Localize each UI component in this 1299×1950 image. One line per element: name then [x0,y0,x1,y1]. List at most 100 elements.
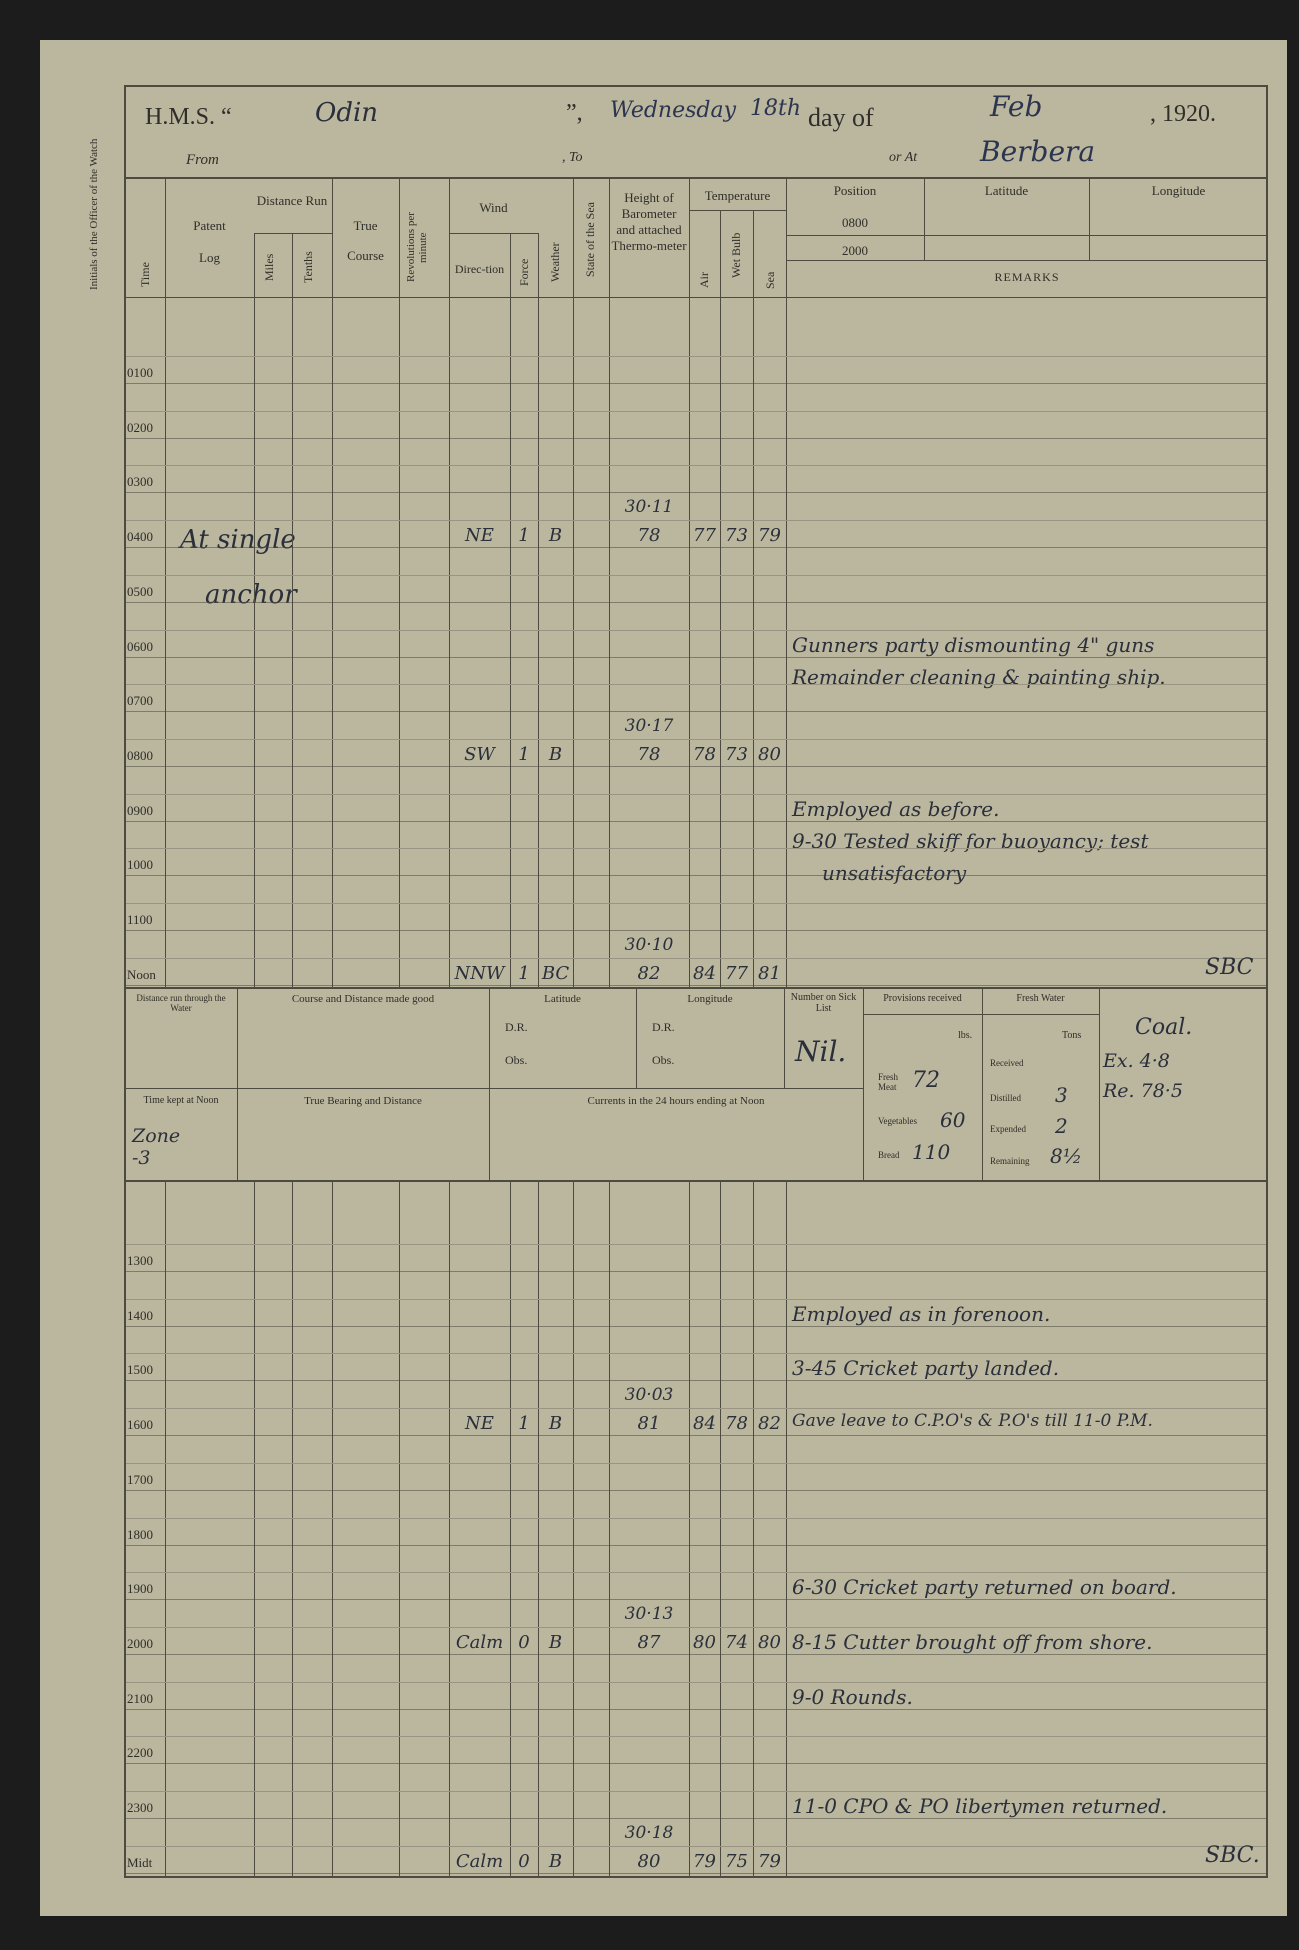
lon-dr: D.R. [652,1020,675,1034]
afternoon-time-label: 1800 [127,1526,153,1542]
column-rule [538,1181,539,1877]
morning-force: 1 [518,962,530,984]
noon-mid [124,1088,863,1089]
col-patent-log-2: Log [199,250,220,265]
column-rule [254,1181,255,1877]
afternoon-remark: 6-30 Cricket party returned on board. [792,1575,1177,1600]
col-true-course: True [353,218,378,233]
afternoon-thermometer: 87 [637,1631,661,1653]
afternoon-time-label: 2000 [127,1635,153,1651]
row-subrule [126,1353,1266,1355]
afternoon-signature: SBC. [1205,1842,1260,1868]
morning-remark: Employed as before. [792,796,1000,821]
morning-air: 84 [693,962,716,984]
row-rule [126,1489,1266,1491]
afternoon-time-label: 1700 [127,1471,153,1487]
temperature-split [689,210,786,211]
column-rule [573,1181,574,1877]
afternoon-weather: B [548,1413,563,1435]
ship-name: Odin [315,98,379,128]
morning-time-label: 0300 [127,474,153,490]
noon-top [124,987,1268,989]
col-wet-bulb: Wet Bulb [729,232,743,278]
distilled-value: 3 [1055,1083,1068,1107]
noon-divider [863,1014,1099,1015]
patent-log-note-2: anchor [205,580,297,610]
morning-direction: SW [464,743,495,765]
afternoon-barometer: 30·13 [624,1603,674,1624]
afternoon-remark: 8-15 Cutter brought off from shore. [792,1629,1153,1654]
row-subrule [126,410,1266,412]
afternoon-remark: 3-45 Cricket party landed. [792,1356,1060,1381]
position-row-line [786,260,1268,261]
day: 18th [750,96,802,121]
column-header-divider [124,297,1268,298]
coal-re: Re. 78·5 [1103,1080,1183,1102]
place: Berbera [980,135,1096,168]
column-rule [399,178,400,988]
vegetables-label: Vegetables [878,1116,917,1126]
morning-direction: NE [465,525,494,547]
vegetables-value: 60 [940,1108,966,1132]
morning-weather: B [548,525,563,547]
row-rule [126,1380,1266,1382]
row-rule [126,930,1266,931]
col-remarks: REMARKS [994,270,1060,284]
row-subrule [126,1462,1266,1464]
row-subrule [126,1626,1266,1628]
sick-list-value: Nil. [795,1035,847,1068]
col-revolutions: Revolutions per minute [405,212,429,283]
column-rule [165,1181,166,1877]
afternoon-direction: Calm [455,1850,504,1872]
afternoon-time-label: 2100 [127,1690,153,1706]
row-subrule [126,1298,1266,1300]
bread-value: 110 [912,1140,951,1164]
fresh-meat-value: 72 [912,1068,940,1093]
row-subrule [126,848,1266,850]
row-subrule [126,574,1266,576]
column-rule [689,178,690,988]
morning-wet-bulb: 73 [725,525,748,547]
sick-list-label: Number on Sick List [790,992,857,1014]
column-rule [449,178,450,988]
morning-time-label: 1100 [127,912,153,927]
morning-sea: 80 [758,743,781,765]
afternoon-sea: 82 [758,1413,781,1435]
frame-left [124,85,126,1877]
row-rule [126,383,1266,384]
afternoon-sea: 79 [758,1850,781,1872]
position-row-line [786,235,1268,236]
column-rule [399,1181,400,1877]
received-label: Received [990,1058,1024,1068]
row-subrule [126,356,1266,357]
row-subrule [126,520,1266,522]
frame-bottom [124,1876,1268,1878]
col-time: Time [138,262,152,288]
col-barometer: Height of Barometer and attached Thermo-… [611,190,687,253]
col-true-course-2: Course [347,248,384,263]
morning-weather: BC [541,962,570,984]
distilled-label: Distilled [990,1093,1021,1103]
col-state-of-sea: State of the Sea [583,202,597,278]
patent-log-note-1: At single [180,525,296,555]
coal-ex: Ex. 4·8 [1103,1050,1170,1072]
row-subrule [126,629,1266,631]
afternoon-direction: NE [465,1413,494,1435]
row-rule [126,1544,1266,1546]
column-rule [510,1181,511,1877]
row-subrule [126,1517,1266,1519]
lat-obs: Obs. [505,1053,528,1067]
morning-time-label: 0700 [127,693,153,709]
afternoon-remark: Employed as in forenoon. [792,1301,1051,1326]
noon-divider [863,988,864,1181]
afternoon-remark: 11-0 CPO & PO libertymen returned. [792,1794,1168,1818]
col-latitude: Latitude [984,183,1029,198]
fresh-meat-label: Fresh Meat [878,1072,898,1092]
morning-thermometer: 78 [637,743,661,765]
from-label: From [186,152,219,168]
row-rule [126,437,1266,439]
afternoon-time-label: 1400 [127,1307,153,1323]
column-rule [292,1181,293,1877]
lbs-label: lbs. [958,1030,973,1041]
row-subrule [126,738,1266,740]
